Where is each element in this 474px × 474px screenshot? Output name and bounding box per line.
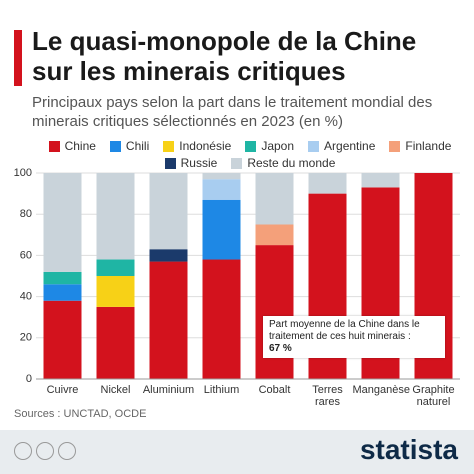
x-tick-label: Cobalt <box>258 384 291 396</box>
bar-segment <box>202 199 241 260</box>
legend-swatch <box>231 157 243 169</box>
y-tick-label: 0 <box>26 373 32 385</box>
legend-label: Reste du monde <box>247 156 336 170</box>
legend-label: Indonésie <box>179 139 232 153</box>
legend-label: Japon <box>261 139 295 153</box>
source: Sources : UNCTAD, OCDE <box>14 408 147 420</box>
bar-segment <box>202 173 241 180</box>
legend-swatch <box>163 140 175 152</box>
x-tick-label: Graphite naturel <box>412 384 455 408</box>
x-tick-label: Aluminium <box>142 384 195 396</box>
cc-icon <box>58 442 76 460</box>
x-tick-label: Lithium <box>203 384 240 396</box>
chart-subtitle: Principaux pays selon la part dans le tr… <box>32 94 433 130</box>
legend-item: Reste du monde <box>231 156 335 170</box>
bar-segment <box>43 284 82 301</box>
legend-swatch <box>109 140 121 152</box>
bar-segment <box>96 259 135 276</box>
legend-label: Finlande <box>405 139 452 153</box>
x-tick-label: Manganèse <box>352 384 411 396</box>
legend-label: Chili <box>125 139 150 153</box>
annotation-text: Part moyenne de la Chine dans le traitem… <box>269 319 420 342</box>
legend-swatch <box>308 140 320 152</box>
legend-item: Indonésie <box>163 139 231 153</box>
bar-segment <box>149 173 188 250</box>
x-tick-label: Cuivre <box>46 384 79 396</box>
footer <box>0 430 474 474</box>
legend-swatch <box>164 157 176 169</box>
bar-segment <box>96 306 135 379</box>
bar-segment <box>43 173 82 272</box>
bar-segment <box>96 276 135 307</box>
legend-label: Argentine <box>324 139 376 153</box>
accent-bar <box>14 30 22 86</box>
legend-item: Chine <box>48 139 96 153</box>
y-tick-label: 80 <box>20 208 32 220</box>
legend-label: Chine <box>64 139 96 153</box>
chart-title: Le quasi-monopole de la Chine sur les mi… <box>32 26 417 86</box>
bar-segment <box>43 300 82 379</box>
cc-icon <box>36 442 54 460</box>
y-tick-label: 100 <box>14 167 32 179</box>
bar-segment <box>43 271 82 285</box>
bar-segment <box>255 173 294 225</box>
legend-item: Russie <box>164 156 218 170</box>
x-tick-label: Terres rares <box>312 384 343 408</box>
bar-segment <box>96 173 135 260</box>
bar-segment <box>255 245 294 379</box>
logo: statista <box>359 434 458 465</box>
legend: Chine Chili Indonésie Japon Argentine Finland… <box>40 139 460 170</box>
y-tick-label: 20 <box>20 332 32 344</box>
bar-segment <box>202 179 241 200</box>
cc-icon <box>14 442 32 460</box>
legend-swatch <box>245 140 257 152</box>
legend-swatch <box>389 140 401 152</box>
bar-segment <box>361 173 400 188</box>
legend-item: Finlande <box>389 139 451 153</box>
legend-item: Chili <box>109 139 150 153</box>
bar-segment <box>149 249 188 262</box>
x-tick-label: Nickel <box>100 384 131 396</box>
bar-segment <box>202 259 241 379</box>
annotation: Part moyenne de la Chine dans le traitem… <box>263 316 445 358</box>
y-tick-label: 60 <box>20 249 32 261</box>
y-tick-label: 40 <box>20 291 32 303</box>
legend-label: Russie <box>180 156 218 170</box>
bar-segment <box>308 173 347 194</box>
bar-segment <box>255 224 294 246</box>
legend-item: Argentine <box>308 139 375 153</box>
legend-swatch <box>48 140 60 152</box>
legend-item: Japon <box>245 139 294 153</box>
bar-segment <box>149 261 188 379</box>
annotation-value: 67 % <box>269 343 292 354</box>
